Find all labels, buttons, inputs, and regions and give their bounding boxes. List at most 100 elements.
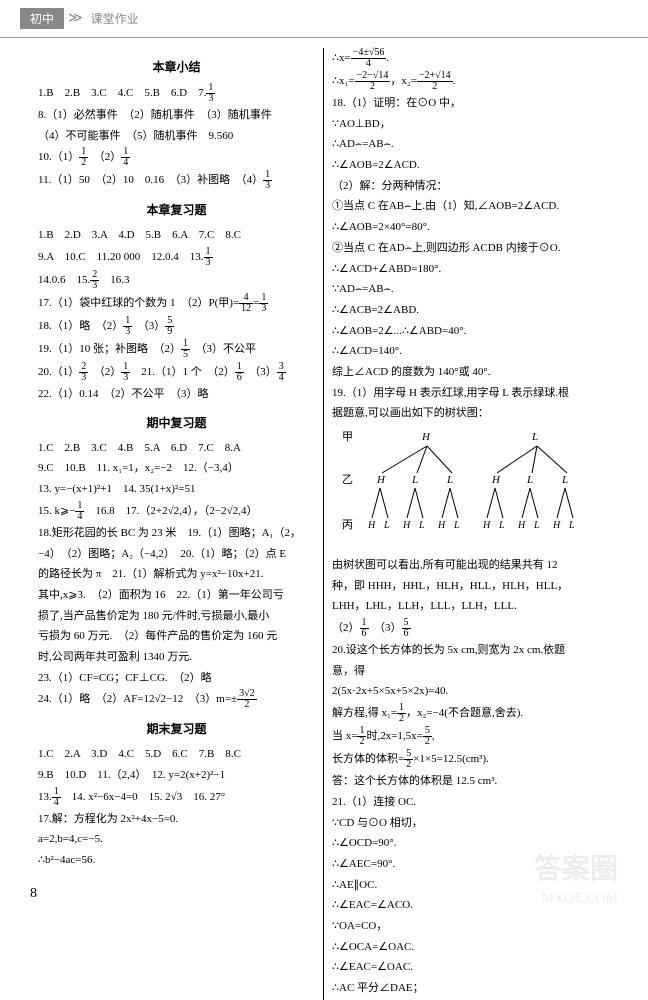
answer-line: 21.（1）连接 OC. [332, 793, 610, 812]
answer-line: 19.（1）用字母 H 表示红球,用字母 L 表示绿球.根 [332, 384, 610, 403]
answer-line: 9.B 10.D 11.（2,4） 12. y=2(x+2)²−1 [38, 766, 315, 785]
answer-line: ∴b²−4ac=56. [38, 851, 315, 870]
answer-line: 19.（1）10 张；补图略 （2）15 （3）不公平 [38, 339, 315, 360]
answer-line: 18.（1）证明：在⊙O 中， [332, 94, 610, 113]
answer-line: 10.（1）12 （2）14 [38, 147, 315, 168]
answer-line: 13. y=−(x+1)²+1 14. 35(1+x)²=51 [38, 480, 315, 499]
answer-line: ∴∠ACD+∠ABD=180°. [332, 260, 610, 279]
section-title: 本章复习题 [38, 201, 315, 218]
answer-line: 答：这个长方体的体积是 12.5 cm³. [332, 772, 610, 791]
answer-line: 18.（1）略 （2）13 （3）59 [38, 316, 315, 337]
svg-text:L: L [498, 520, 505, 531]
content-columns: 本章小结 1.B 2.B 3.C 4.C 5.B 6.D 7.13 8.（1）必… [0, 38, 648, 1000]
answer-line: ∴∠AOB=2×40°=80°. [332, 218, 610, 237]
tree-label-jia: 甲 [342, 431, 353, 443]
answer-line: 解方程,得 x₁=12，x₂=−4(不合题意,舍去). [332, 703, 610, 724]
answer-line: 由树状图可以看出,所有可能出现的结果共有 12 [332, 556, 610, 575]
section-title: 期中复习题 [38, 414, 315, 431]
answer-line: ∴AC 平分∠DAE； [332, 979, 610, 998]
svg-text:L: L [418, 520, 425, 531]
svg-text:H: H [552, 520, 561, 531]
answer-line: ∴∠AEC=90°. [332, 855, 610, 874]
answer-line: 综上∠ACD 的度数为 140°或 40°. [332, 363, 610, 382]
right-column: ∴x=−4±√564. ∴x₁=−2−√142，x₂=−2+√142. 18.（… [324, 48, 618, 1000]
svg-text:H: H [437, 520, 446, 531]
answer-line: 17.解：方程化为 2x²+4x−5=0. [38, 810, 315, 829]
answer-line: 17.（1）袋中红球的个数为 1 （2）P(甲)=412=13 [38, 293, 315, 314]
answer-line: ①当点 C 在AB⌢上.由（1）知,∠AOB=2∠ACD. [332, 197, 610, 216]
svg-text:L: L [531, 431, 538, 443]
answer-line: 时,公司两年共可盈利 1340 万元. [38, 648, 315, 667]
answer-line: 1.C 2.A 3.D 4.C 5.D 6.C 7.B 8.C [38, 745, 315, 764]
answer-line: ∴∠ACB=2∠ABD. [332, 301, 610, 320]
answer-line: 1.B 2.B 3.C 4.C 5.B 6.D 7.13 [38, 83, 315, 104]
answer-line: LHH，LHL，LLH，LLL，LLH，LLL. [332, 597, 610, 616]
svg-text:丙: 丙 [342, 519, 353, 531]
answer-line: 9.A 10.C 11.20 000 12.0.4 13.13 [38, 247, 315, 268]
svg-text:L: L [526, 474, 533, 486]
answer-line: ∴∠OCD=90°. [332, 834, 610, 853]
answer-line: 24.（1）略 （2）AF=12√2−12 （3）m=±3√22 [38, 689, 315, 710]
answer-line: 损了,当产品售价定为 180 元/件时,亏损最小,最小 [38, 607, 315, 626]
answer-line: （2）解：分两种情况： [332, 177, 610, 196]
answer-line: 长方体的体积=52×1×5=12.5(cm³). [332, 749, 610, 770]
tree-diagram: 甲 H L 乙 H L L H L L [332, 428, 610, 551]
svg-text:H: H [376, 474, 386, 486]
svg-text:H: H [491, 474, 501, 486]
answer-line: 23.（1）CF=CG；CF⊥CG. （2）略 [38, 669, 315, 688]
header-level: 初中 [20, 8, 64, 29]
page-number: 8 [30, 886, 37, 902]
answer-line: 15. k⩾−14 16.8 17.（2+2√2,4），（2−2√2,4） [38, 501, 315, 522]
answer-line: ∴AD⌢=AB⌢. [332, 135, 610, 154]
answer-line: 其中,x⩾3. （2）面积为 16 22.（1）第一年公司亏 [38, 586, 315, 605]
answer-line: 9.C 10.B 11. x₁=1，x₂=−2 12.（−3,4） [38, 459, 315, 478]
answer-line: 20.（1）23 （2）13 21.（1）1 个 （2）16 （3）34 [38, 362, 315, 383]
answer-line: （2）16 （3）56 [332, 618, 610, 639]
answer-line: ②当点 C 在AD⌢上,则四边形 ACDB 内接于⊙O. [332, 239, 610, 258]
answer-line: （4）不可能事件 （5）随机事件 9.560 [38, 127, 315, 146]
answer-line: ∵AD⌢=AB⌢. [332, 280, 610, 299]
section-title: 期末复习题 [38, 720, 315, 737]
svg-text:H: H [421, 431, 431, 443]
answer-line: 8.（1）必然事件 （2）随机事件 （3）随机事件 [38, 106, 315, 125]
page-header: 初中 ≫ 课堂作业 [0, 0, 648, 38]
svg-text:L: L [446, 474, 453, 486]
svg-text:H: H [517, 520, 526, 531]
svg-text:L: L [383, 520, 390, 531]
section-title: 本章小结 [38, 58, 315, 75]
answer-line: 的路径长为 π 21.（1）解析式为 y=x²−10x+21. [38, 565, 315, 584]
header-arrow-icon: ≫ [68, 10, 83, 27]
svg-text:L: L [453, 520, 460, 531]
answer-line: 当 x=12时,2x=1,5x=52, [332, 726, 610, 747]
answer-line: ∴∠AOB=2∠...∴∠ABD=40°. [332, 322, 610, 341]
svg-text:H: H [482, 520, 491, 531]
answer-line: ∴AE∥OC. [332, 876, 610, 895]
answer-line: 亏损为 60 万元. （2）每件产品的售价定为 160 元 [38, 627, 315, 646]
answer-line: ∴x₁=−2−√142，x₂=−2+√142. [332, 71, 610, 92]
answer-line: ∴x=−4±√564. [332, 48, 610, 69]
svg-text:L: L [568, 520, 575, 531]
answer-line: ∴∠EAC=∠OAC. [332, 958, 610, 977]
answer-line: 11.（1）50 （2）10 0.16 （3）补图略 （4）13 [38, 170, 315, 191]
answer-line: 18.矩形花园的长 BC 为 23 米 19.（1）图略；A₁（2， [38, 524, 315, 543]
answer-line: ∴∠AOB=2∠ACD. [332, 156, 610, 175]
answer-line: 22.（1）0.14 （2）不公平 （3）略 [38, 385, 315, 404]
answer-line: 1.B 2.D 3.A 4.D 5.B 6.A 7.C 8.C [38, 226, 315, 245]
answer-line: 2(5x·2x+5×5x+5×2x)=40. [332, 682, 610, 701]
answer-line: 14.0.6 15.23 16.3 [38, 270, 315, 291]
answer-line: ∴∠OCA=∠OAC. [332, 938, 610, 957]
answer-line: 20.设这个长方体的长为 5x cm,则宽为 2x cm.依题 [332, 641, 610, 660]
left-column: 本章小结 1.B 2.B 3.C 4.C 5.B 6.D 7.13 8.（1）必… [30, 48, 324, 1000]
answer-line: −4） （2）图略；A₂（−4,2） 20.（1）略；（2）点 E [38, 545, 315, 564]
header-title: 课堂作业 [91, 10, 139, 27]
svg-text:L: L [533, 520, 540, 531]
answer-line: 据题意,可以画出如下的树状图： [332, 404, 610, 423]
answer-line: ∵CD 与⊙O 相切， [332, 814, 610, 833]
svg-text:H: H [367, 520, 376, 531]
answer-line: ∵AO⊥BD， [332, 115, 610, 134]
answer-line: a=2,b=4,c=−5. [38, 830, 315, 849]
answer-line: 1.C 2.B 3.C 4.B 5.A 6.D 7.C 8.A [38, 439, 315, 458]
svg-text:乙: 乙 [342, 473, 353, 486]
svg-text:L: L [561, 474, 568, 486]
answer-line: 13.14 14. x²−6x−4=0 15. 2√3 16. 27° [38, 787, 315, 808]
